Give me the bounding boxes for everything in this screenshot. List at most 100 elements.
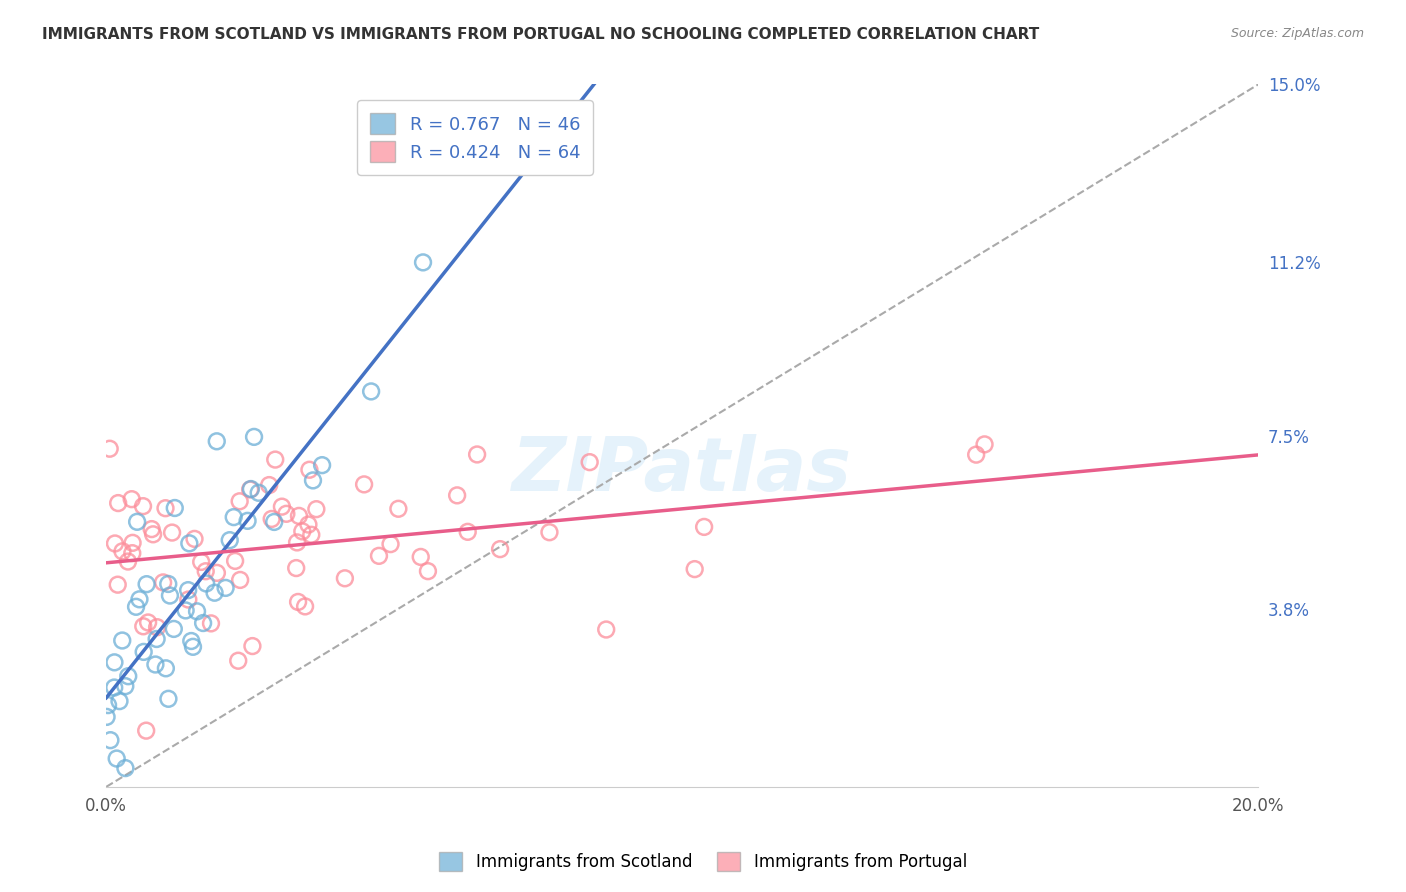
Point bbox=[111, 544, 134, 558]
Point bbox=[111, 633, 134, 648]
Point bbox=[380, 537, 402, 551]
Point bbox=[135, 723, 157, 738]
Point bbox=[239, 482, 262, 496]
Point bbox=[177, 592, 200, 607]
Point bbox=[214, 581, 236, 595]
Point bbox=[239, 483, 262, 497]
Point bbox=[260, 512, 283, 526]
Point bbox=[157, 577, 180, 591]
Point bbox=[242, 639, 264, 653]
Point bbox=[136, 615, 159, 630]
Point bbox=[368, 549, 391, 563]
Point bbox=[96, 710, 118, 724]
Point bbox=[145, 632, 167, 646]
Point bbox=[965, 448, 987, 462]
Point bbox=[132, 645, 155, 659]
Point bbox=[159, 589, 181, 603]
Text: ZIPatlas: ZIPatlas bbox=[512, 434, 852, 508]
Point bbox=[98, 442, 121, 456]
Point bbox=[155, 661, 177, 675]
Point bbox=[105, 751, 128, 765]
Point bbox=[578, 455, 600, 469]
Point bbox=[97, 698, 120, 712]
Point bbox=[121, 546, 143, 560]
Point bbox=[195, 576, 218, 591]
Point bbox=[226, 654, 249, 668]
Point bbox=[152, 575, 174, 590]
Point bbox=[200, 616, 222, 631]
Point bbox=[302, 474, 325, 488]
Point bbox=[117, 555, 139, 569]
Point bbox=[180, 634, 202, 648]
Point bbox=[107, 496, 129, 510]
Legend: R = 0.767   N = 46, R = 0.424   N = 64: R = 0.767 N = 46, R = 0.424 N = 64 bbox=[357, 101, 593, 175]
Point bbox=[205, 566, 228, 580]
Point bbox=[333, 571, 356, 585]
Point bbox=[287, 595, 309, 609]
Point bbox=[257, 478, 280, 492]
Point bbox=[181, 640, 204, 654]
Point bbox=[285, 535, 308, 549]
Point bbox=[276, 507, 298, 521]
Point bbox=[117, 669, 139, 683]
Point bbox=[127, 515, 149, 529]
Point bbox=[247, 485, 270, 500]
Point bbox=[104, 536, 127, 550]
Point bbox=[409, 549, 432, 564]
Point bbox=[183, 532, 205, 546]
Point bbox=[145, 657, 167, 672]
Point bbox=[114, 761, 136, 775]
Point bbox=[121, 492, 143, 507]
Point bbox=[132, 499, 155, 513]
Point bbox=[222, 510, 245, 524]
Point bbox=[236, 514, 259, 528]
Point bbox=[412, 255, 434, 269]
Point bbox=[270, 500, 292, 514]
Point bbox=[298, 463, 321, 477]
Point bbox=[538, 525, 561, 540]
Point bbox=[100, 733, 122, 747]
Point bbox=[163, 501, 186, 516]
Point bbox=[305, 502, 328, 516]
Point bbox=[177, 583, 200, 598]
Point bbox=[141, 522, 163, 536]
Point bbox=[311, 458, 333, 472]
Point bbox=[465, 447, 488, 461]
Text: IMMIGRANTS FROM SCOTLAND VS IMMIGRANTS FROM PORTUGAL NO SCHOOLING COMPLETED CORR: IMMIGRANTS FROM SCOTLAND VS IMMIGRANTS F… bbox=[42, 27, 1039, 42]
Point bbox=[263, 515, 285, 529]
Point bbox=[294, 599, 316, 614]
Point bbox=[387, 501, 409, 516]
Point bbox=[157, 691, 180, 706]
Point bbox=[299, 528, 322, 542]
Point bbox=[457, 524, 479, 539]
Point bbox=[264, 452, 287, 467]
Point bbox=[973, 437, 995, 451]
Point bbox=[179, 536, 201, 550]
Point bbox=[218, 533, 240, 548]
Point bbox=[224, 554, 246, 568]
Point bbox=[291, 524, 314, 539]
Point bbox=[160, 525, 183, 540]
Point bbox=[103, 681, 125, 695]
Point bbox=[155, 501, 177, 516]
Point bbox=[186, 604, 208, 618]
Point bbox=[595, 623, 617, 637]
Point bbox=[353, 477, 375, 491]
Point bbox=[108, 694, 131, 708]
Point bbox=[163, 622, 186, 636]
Point bbox=[107, 577, 129, 591]
Text: Source: ZipAtlas.com: Source: ZipAtlas.com bbox=[1230, 27, 1364, 40]
Point bbox=[243, 430, 266, 444]
Point bbox=[114, 679, 136, 693]
Point bbox=[135, 577, 157, 591]
Point bbox=[360, 384, 382, 399]
Point bbox=[125, 599, 148, 614]
Point bbox=[446, 488, 468, 502]
Legend: Immigrants from Scotland, Immigrants from Portugal: Immigrants from Scotland, Immigrants fro… bbox=[430, 843, 976, 880]
Point bbox=[285, 561, 308, 575]
Point bbox=[205, 434, 228, 449]
Point bbox=[288, 508, 311, 523]
Point bbox=[204, 585, 226, 599]
Point bbox=[174, 603, 197, 617]
Point bbox=[146, 620, 169, 634]
